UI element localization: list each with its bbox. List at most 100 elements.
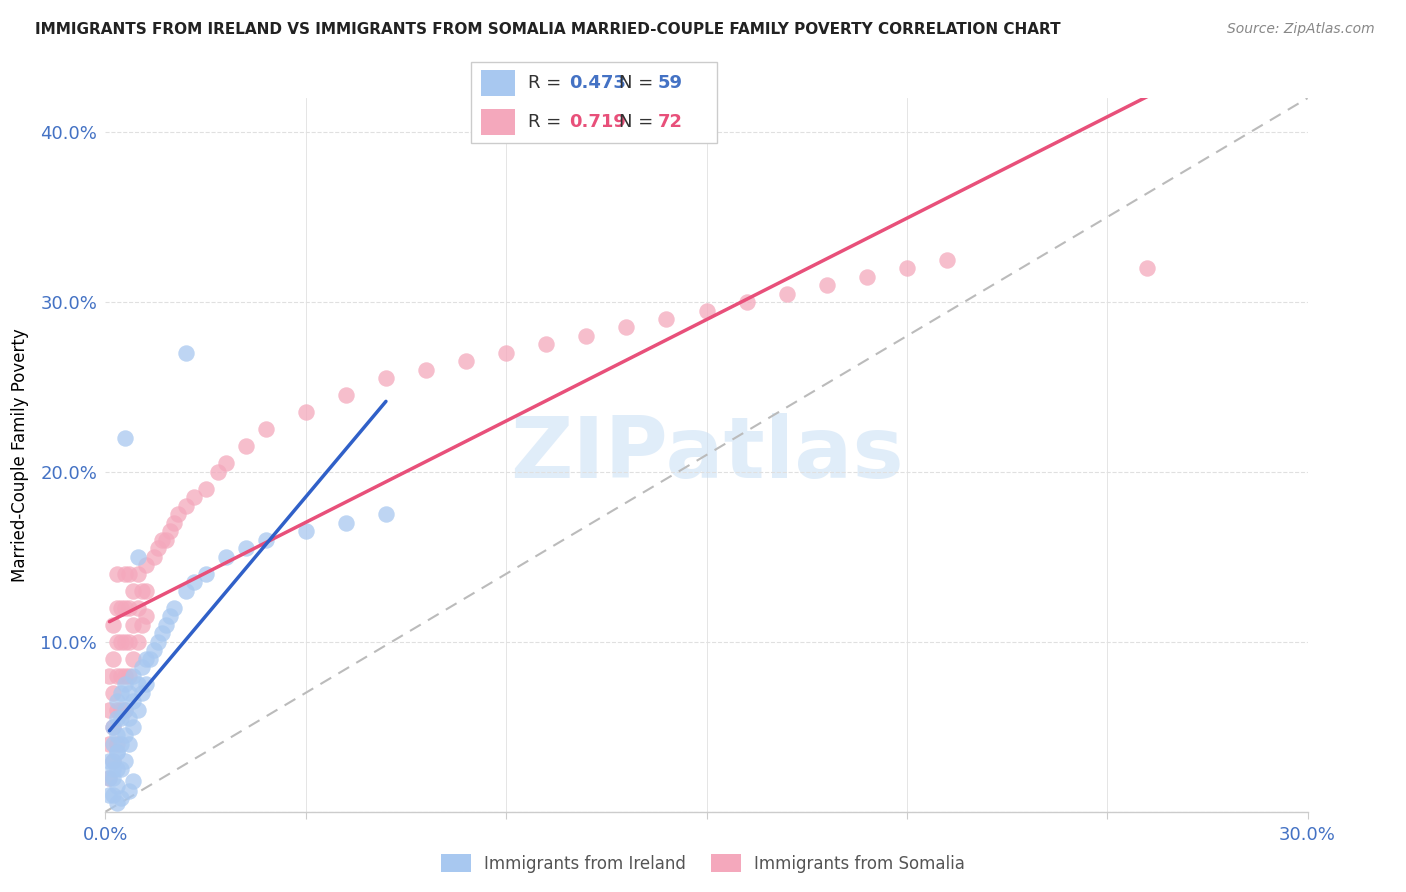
Point	[138, 652, 160, 666]
Text: N =: N =	[619, 74, 658, 92]
Point	[98, 703, 121, 717]
Point	[103, 720, 125, 734]
Legend: Immigrants from Ireland, Immigrants from Somalia: Immigrants from Ireland, Immigrants from…	[434, 847, 972, 880]
Point	[98, 669, 121, 683]
Point	[103, 686, 125, 700]
Point	[162, 600, 184, 615]
Point	[103, 617, 125, 632]
Point	[135, 583, 157, 598]
Point	[107, 762, 129, 776]
Point	[534, 337, 557, 351]
Point	[98, 737, 121, 751]
FancyBboxPatch shape	[471, 62, 717, 143]
Text: Source: ZipAtlas.com: Source: ZipAtlas.com	[1227, 22, 1375, 37]
Point	[174, 499, 197, 513]
Point	[454, 354, 477, 368]
Point	[110, 635, 132, 649]
Point	[855, 269, 877, 284]
Text: 0.473: 0.473	[569, 74, 626, 92]
Point	[98, 771, 121, 785]
Text: IMMIGRANTS FROM IRELAND VS IMMIGRANTS FROM SOMALIA MARRIED-COUPLE FAMILY POVERTY: IMMIGRANTS FROM IRELAND VS IMMIGRANTS FR…	[35, 22, 1060, 37]
Point	[214, 549, 236, 564]
Point	[155, 617, 177, 632]
Point	[114, 703, 136, 717]
Point	[122, 669, 145, 683]
Point	[159, 524, 181, 539]
Point	[107, 745, 129, 759]
Point	[114, 635, 136, 649]
Point	[135, 609, 157, 624]
Y-axis label: Married-Couple Family Poverty: Married-Couple Family Poverty	[11, 328, 30, 582]
Point	[103, 754, 125, 768]
Point	[135, 677, 157, 691]
Point	[114, 754, 136, 768]
Point	[374, 508, 398, 522]
Point	[936, 252, 959, 267]
Point	[159, 609, 181, 624]
Point	[107, 711, 129, 725]
Point	[495, 346, 517, 360]
Point	[118, 686, 141, 700]
Point	[118, 784, 141, 798]
Point	[114, 669, 136, 683]
Point	[107, 694, 129, 708]
Point	[166, 508, 188, 522]
Point	[374, 371, 398, 385]
Point	[107, 779, 129, 793]
Point	[174, 583, 197, 598]
Point	[107, 737, 129, 751]
Point	[135, 652, 157, 666]
Point	[135, 558, 157, 573]
Point	[118, 737, 141, 751]
Point	[131, 686, 153, 700]
Point	[114, 431, 136, 445]
Point	[183, 575, 205, 590]
Text: N =: N =	[619, 113, 658, 131]
Point	[254, 422, 277, 436]
Point	[127, 703, 149, 717]
Point	[110, 669, 132, 683]
Point	[235, 439, 257, 453]
Point	[174, 346, 197, 360]
Text: 72: 72	[658, 113, 683, 131]
Point	[142, 549, 165, 564]
Point	[118, 600, 141, 615]
Point	[107, 745, 129, 759]
Point	[127, 677, 149, 691]
Point	[98, 788, 121, 802]
Point	[122, 720, 145, 734]
Point	[118, 635, 141, 649]
Point	[335, 516, 357, 530]
Point	[696, 303, 718, 318]
Text: R =: R =	[527, 113, 567, 131]
Point	[110, 791, 132, 805]
Point	[235, 541, 257, 556]
Point	[107, 635, 129, 649]
Point	[131, 617, 153, 632]
Point	[103, 788, 125, 802]
Point	[146, 635, 169, 649]
Point	[127, 549, 149, 564]
Point	[103, 754, 125, 768]
Point	[103, 720, 125, 734]
Text: 59: 59	[658, 74, 683, 92]
Point	[131, 660, 153, 674]
Point	[110, 686, 132, 700]
Point	[127, 566, 149, 581]
Point	[155, 533, 177, 547]
Point	[735, 295, 758, 310]
Point	[98, 771, 121, 785]
Point	[254, 533, 277, 547]
Point	[295, 405, 318, 419]
Point	[122, 617, 145, 632]
Point	[162, 516, 184, 530]
Point	[122, 583, 145, 598]
Point	[114, 677, 136, 691]
Point	[110, 703, 132, 717]
Point	[616, 320, 638, 334]
Point	[114, 566, 136, 581]
Point	[150, 626, 173, 640]
Point	[114, 600, 136, 615]
Point	[118, 711, 141, 725]
Point	[122, 774, 145, 789]
